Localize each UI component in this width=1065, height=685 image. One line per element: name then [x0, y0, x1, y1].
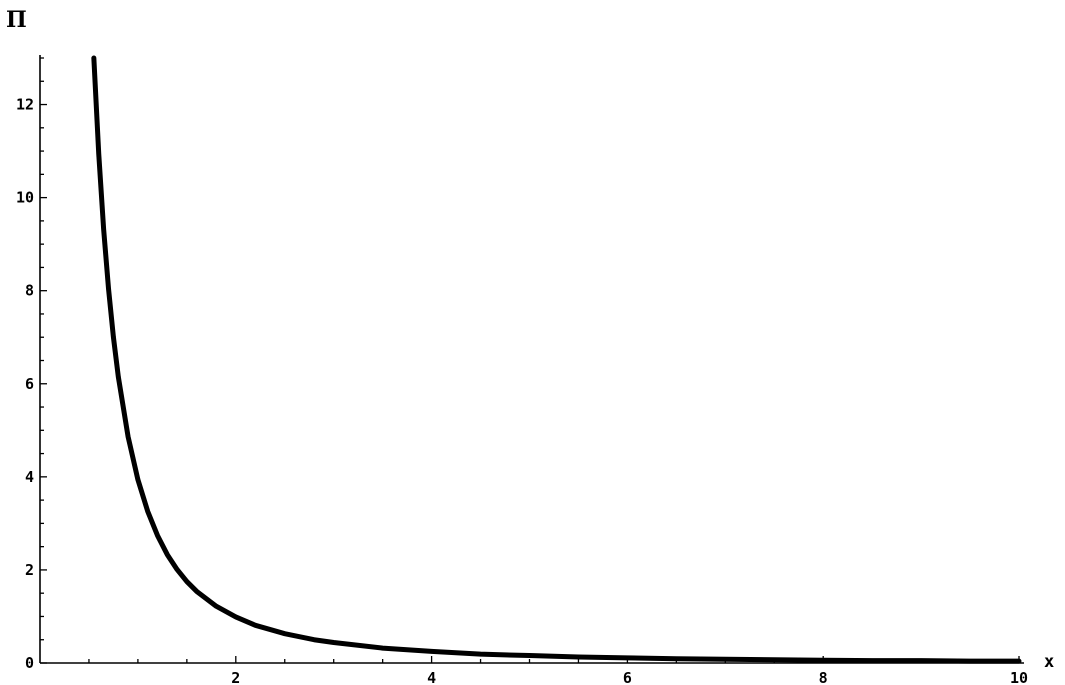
- series-line-0: [91, 55, 1022, 664]
- x-tick-label: 8: [819, 669, 828, 685]
- y-tick-label: 12: [16, 96, 34, 114]
- y-tick-label: 8: [25, 282, 34, 300]
- x-tick-label: 6: [623, 669, 632, 685]
- x-axis-label: x: [1044, 652, 1054, 672]
- axes: [39, 55, 1024, 664]
- y-tick-label: 2: [25, 561, 34, 579]
- y-axis-ticks: 0 2 4 6 8 10 12: [16, 57, 47, 672]
- y-tick-label: 4: [25, 468, 34, 486]
- x-tick-label: 10: [1010, 669, 1028, 685]
- y-tick-label: 0: [25, 654, 34, 672]
- series-layer: [91, 55, 1022, 664]
- x-tick-label: 4: [427, 669, 436, 685]
- x-tick-label: 2: [231, 669, 240, 685]
- y-axis-label: Π: [6, 7, 27, 33]
- y-tick-label: 6: [25, 375, 34, 393]
- y-tick-label: 10: [16, 189, 34, 207]
